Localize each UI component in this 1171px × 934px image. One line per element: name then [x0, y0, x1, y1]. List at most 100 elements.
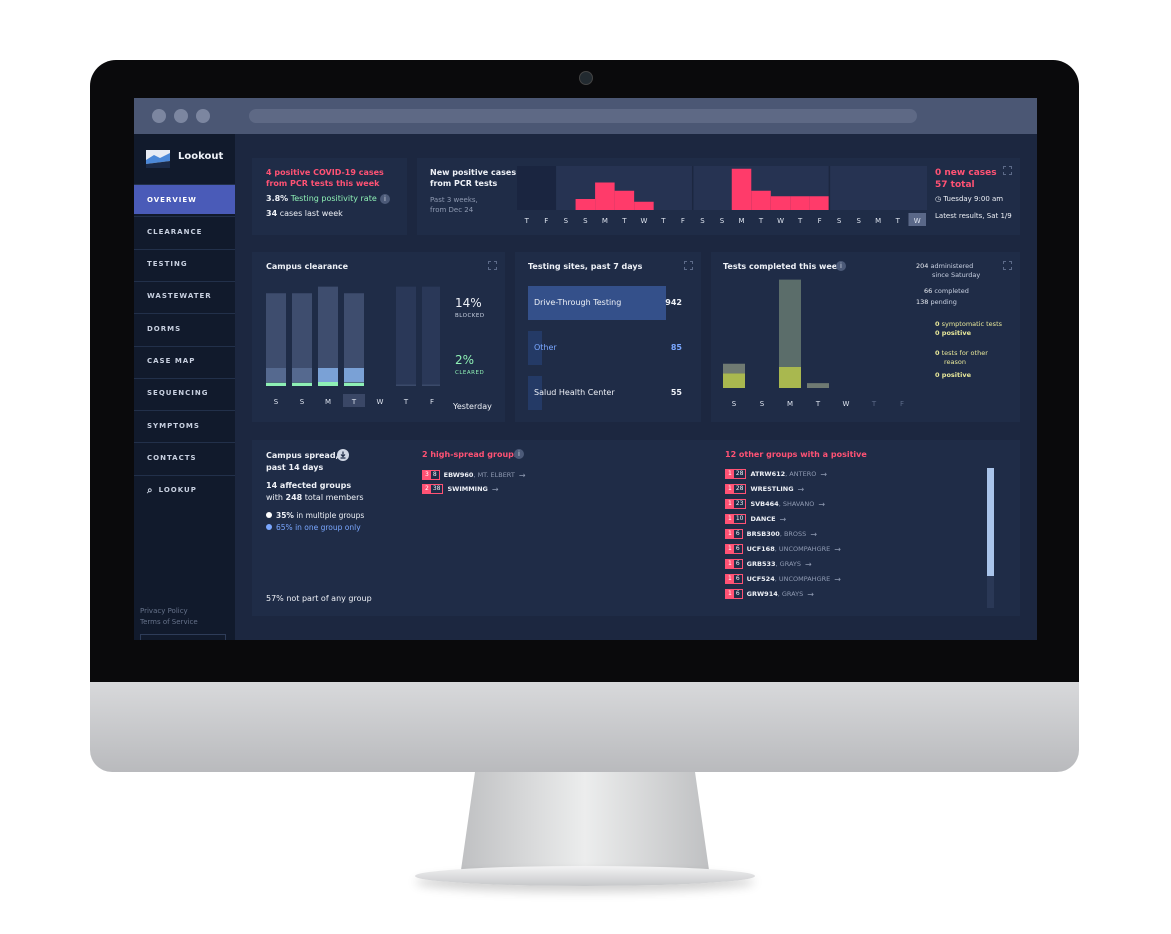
group-location: , MT. ELBERT — [473, 471, 515, 479]
group-row[interactable]: 1 28 ATRW612, ANTERO → — [725, 469, 827, 479]
group-row[interactable]: 1 28 WRESTLING → — [725, 484, 804, 494]
expand-icon[interactable] — [1003, 261, 1012, 270]
x-tick-label: T — [403, 398, 409, 406]
info-icon[interactable]: i — [514, 449, 524, 459]
single-group-stat: 65% in one group only — [266, 522, 364, 534]
group-row[interactable]: 1 6 UCF524, UNCOMPAHGRE → — [725, 574, 841, 584]
x-tick-label: T — [895, 217, 901, 225]
nav-item-sequencing[interactable]: SEQUENCING — [134, 377, 235, 408]
cleared-bar — [396, 384, 416, 386]
group-name: WRESTLING — [750, 485, 794, 493]
membership-legend: 35% in multiple groups 65% in one group … — [266, 510, 364, 534]
download-icon[interactable] — [337, 449, 349, 461]
nav-item-case-map[interactable]: CASE MAP — [134, 345, 235, 376]
testing-sites-title: Testing sites, past 7 days — [528, 262, 643, 271]
arrow-right-icon: → — [818, 499, 826, 509]
browser-toolbar — [134, 98, 1037, 134]
group-row[interactable]: 1 23 SVB464, SHAVANO → — [725, 499, 825, 509]
window-close-button[interactable] — [152, 109, 166, 123]
group-count-badge: 1 28 — [725, 469, 747, 479]
privacy-policy-link[interactable]: Privacy Policy — [140, 607, 188, 615]
clearance-title: Campus clearance — [266, 262, 349, 271]
nav-item-label: LOOKUP — [158, 486, 197, 495]
info-icon[interactable]: i — [836, 261, 846, 271]
window-minimize-button[interactable] — [174, 109, 188, 123]
expand-icon[interactable] — [684, 261, 693, 270]
blocked-bar-segment — [344, 368, 364, 382]
nav-item-wastewater[interactable]: WASTEWATER — [134, 280, 235, 311]
group-row[interactable]: 1 6 BRSB300, BROSS → — [725, 529, 817, 539]
terms-of-service-link[interactable]: Terms of Service — [140, 618, 198, 626]
group-label: GRB533, GRAYS — [747, 560, 801, 568]
testing-site-row[interactable]: Other 85 — [528, 331, 688, 365]
group-positive-count: 1 — [726, 590, 734, 598]
group-location: , UNCOMPAHGRE — [774, 575, 831, 583]
x-tick-label: S — [583, 217, 588, 225]
scrollbar[interactable] — [987, 468, 994, 608]
group-row[interactable]: 2 38 SWIMMING → — [422, 484, 499, 494]
arrow-right-icon: → — [810, 529, 818, 539]
group-name: BRSB300 — [746, 530, 780, 538]
x-tick-label: T — [797, 217, 803, 225]
single-label: in one group only — [295, 523, 361, 532]
blocked-bar — [422, 286, 440, 386]
group-positive-count: 3 — [423, 471, 431, 479]
nav-item-testing[interactable]: TESTING — [134, 248, 235, 279]
testing-site-name: Salud Health Center — [534, 388, 615, 397]
testing-site-count: 55 — [670, 388, 682, 397]
group-member-count: 28 — [735, 470, 744, 477]
testing-site-row[interactable]: Drive-Through Testing 942 — [528, 286, 688, 320]
symptomatic-label: symptomatic tests — [941, 320, 1003, 328]
window-maximize-button[interactable] — [196, 109, 210, 123]
cleared-bar — [266, 382, 286, 386]
scrollbar-thumb[interactable] — [987, 468, 994, 576]
completed-bar — [723, 373, 745, 388]
testing-sites-panel: Testing sites, past 7 days Drive-Through… — [515, 252, 701, 422]
group-row[interactable]: 1 10 DANCE → — [725, 514, 786, 524]
subtitle-line-1: Past 3 weeks, — [430, 196, 478, 204]
group-row[interactable]: 1 6 UCF168, UNCOMPAHGRE → — [725, 544, 841, 554]
other-reason-stat: 0 tests for other — [916, 349, 1002, 358]
x-tick-label: F — [430, 398, 434, 406]
nav-item-clearance[interactable]: CLEARANCE — [134, 216, 235, 246]
address-bar[interactable] — [249, 109, 917, 123]
administered-stat: 204 administered — [916, 262, 1002, 271]
group-row[interactable]: 1 6 GRB533, GRAYS → — [725, 559, 812, 569]
group-positive-count: 1 — [726, 500, 734, 508]
expand-icon[interactable] — [1003, 166, 1012, 175]
nav-item-label: WASTEWATER — [147, 292, 212, 301]
group-row[interactable]: 1 6 GRW914, GRAYS → — [725, 589, 814, 599]
pending-bar — [779, 279, 801, 367]
group-member-count: 8 — [432, 471, 437, 478]
case-bar — [634, 201, 654, 210]
group-positive-count: 1 — [726, 545, 734, 553]
arrow-right-icon: → — [807, 589, 814, 599]
pending-value: 138 — [916, 298, 929, 306]
nav-item-label: SEQUENCING — [147, 389, 209, 398]
nav-item-label: SYMPTOMS — [147, 421, 200, 430]
group-count-badge: 1 10 — [725, 514, 747, 524]
group-row[interactable]: 3 8 EBW960, MT. ELBERT → — [422, 470, 526, 480]
nav-item-symptoms[interactable]: SYMPTOMS — [134, 410, 235, 440]
expand-icon[interactable] — [488, 261, 497, 270]
info-icon[interactable]: i — [380, 194, 390, 204]
testing-site-row[interactable]: Salud Health Center 55 — [528, 376, 688, 410]
sym-pos-value: 0 — [935, 329, 940, 337]
x-tick-label: T — [871, 400, 877, 408]
group-label: EBW960, MT. ELBERT — [444, 471, 515, 479]
nav-item-dorms[interactable]: DORMS — [134, 313, 235, 343]
pending-bar — [723, 363, 745, 374]
group-positive-count: 1 — [726, 560, 734, 568]
spread-title-line-2: past 14 days — [266, 463, 324, 472]
new-cases-title: New positive cases from PCR tests — [430, 167, 516, 189]
arrow-right-icon: → — [820, 469, 828, 479]
user-box[interactable]: Logged in ... test.user — [140, 634, 226, 640]
x-tick-label: T — [758, 217, 764, 225]
nav-item-contacts[interactable]: CONTACTS — [134, 442, 235, 472]
nav-item-lookup[interactable]: ⌕ LOOKUP — [134, 474, 235, 505]
nav-item-overview[interactable]: OVERVIEW — [134, 184, 235, 214]
